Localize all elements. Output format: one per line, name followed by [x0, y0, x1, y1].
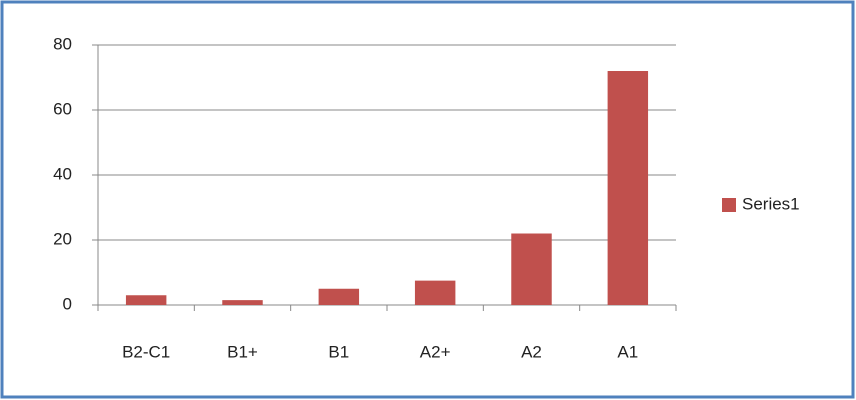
bar — [414, 280, 456, 305]
x-tick-label: A2 — [521, 342, 542, 361]
x-tick-label: B2-C1 — [122, 342, 170, 361]
bar — [318, 288, 360, 305]
x-tick-label: B1+ — [227, 342, 258, 361]
x-tick-label: B1 — [328, 342, 349, 361]
y-tick-label: 40 — [53, 164, 72, 183]
bar — [511, 233, 552, 305]
bar — [222, 300, 263, 305]
bar — [125, 295, 167, 305]
x-tick-label: A2+ — [420, 342, 451, 361]
x-tick-label: A1 — [617, 342, 638, 361]
y-tick-label: 80 — [53, 34, 72, 53]
bar — [607, 71, 649, 305]
legend-swatch — [722, 198, 736, 212]
y-tick-label: 0 — [63, 294, 72, 313]
y-tick-label: 60 — [53, 99, 72, 118]
legend-label: Series1 — [742, 194, 800, 213]
y-tick-label: 20 — [53, 229, 72, 248]
